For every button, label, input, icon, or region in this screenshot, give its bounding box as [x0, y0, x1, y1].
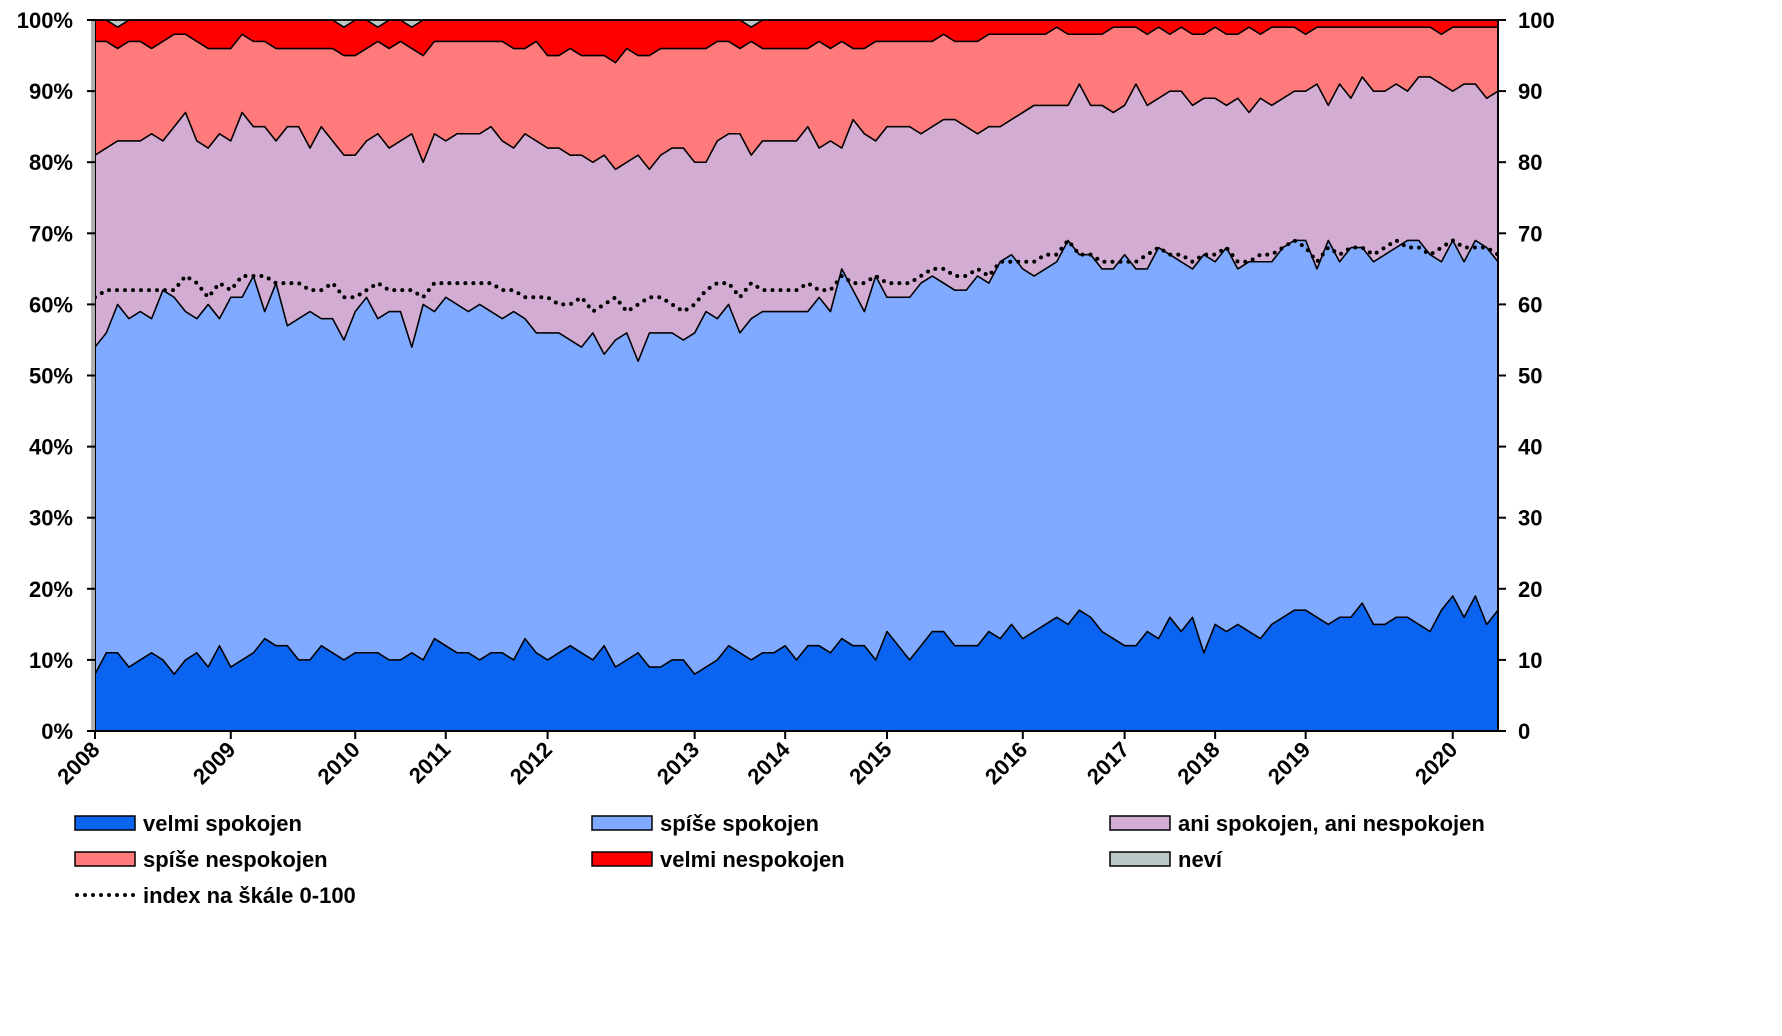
y-tick-label: 60% [29, 292, 73, 317]
y-tick-label: 80% [29, 150, 73, 175]
x-tick-label: 2019 [1263, 737, 1315, 789]
legend-label: velmi nespokojen [660, 847, 845, 872]
legend-label: velmi spokojen [143, 811, 302, 836]
y-tick-label: 20% [29, 577, 73, 602]
y-tick-label: 50% [29, 364, 73, 389]
legend-label: spíše nespokojen [143, 847, 328, 872]
x-tick-label: 2020 [1410, 737, 1462, 789]
x-tick-label: 2011 [404, 737, 455, 788]
y2-tick-label: 100 [1518, 8, 1555, 33]
y-tick-label: 10% [29, 648, 73, 673]
x-tick-label: 2012 [505, 737, 557, 789]
legend-label: spíše spokojen [660, 811, 819, 836]
x-tick-label: 2009 [188, 737, 240, 789]
y-tick-label: 100% [17, 8, 73, 33]
x-tick-label: 2010 [312, 737, 364, 789]
y-tick-label: 40% [29, 435, 73, 460]
y2-tick-label: 70 [1518, 221, 1542, 246]
index-line [93, 237, 1500, 315]
y2-tick-label: 60 [1518, 292, 1542, 317]
y2-tick-label: 0 [1518, 719, 1530, 744]
y2-tick-label: 50 [1518, 364, 1542, 389]
x-tick-label: 2014 [742, 736, 795, 789]
y-tick-label: 90% [29, 79, 73, 104]
x-tick-label: 2008 [52, 737, 104, 789]
legend-label: ani spokojen, ani nespokojen [1178, 811, 1485, 836]
y2-tick-label: 40 [1518, 435, 1542, 460]
y2-tick-label: 20 [1518, 577, 1542, 602]
x-tick-label: 2016 [980, 737, 1032, 789]
y2-tick-label: 30 [1518, 506, 1542, 531]
y2-tick-label: 80 [1518, 150, 1542, 175]
x-tick-label: 2015 [844, 737, 896, 789]
y2-tick-label: 10 [1518, 648, 1542, 673]
legend-swatch [74, 851, 136, 867]
legend-label: index na škále 0-100 [143, 883, 356, 908]
y-tick-label: 0% [41, 719, 73, 744]
x-tick-label: 2013 [652, 737, 704, 789]
y2-tick-label: 90 [1518, 79, 1542, 104]
legend-label: neví [1178, 847, 1223, 872]
legend-swatch [591, 815, 653, 831]
x-tick-label: 2017 [1082, 737, 1134, 789]
legend-swatch [1109, 851, 1171, 867]
legend-swatch [591, 851, 653, 867]
x-tick-label: 2018 [1172, 737, 1224, 789]
y-tick-label: 70% [29, 221, 73, 246]
legend-swatch [74, 815, 136, 831]
y-tick-label: 30% [29, 506, 73, 531]
legend-swatch [1109, 815, 1171, 831]
